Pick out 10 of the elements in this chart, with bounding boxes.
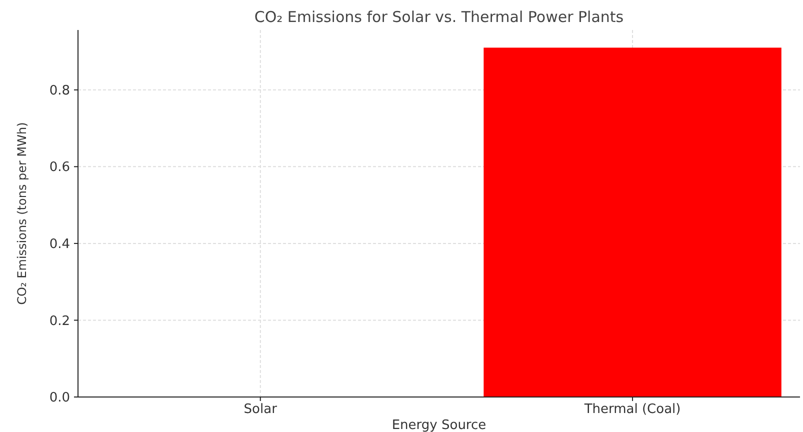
y-tick-label: 0.4 (49, 236, 70, 252)
x-tick-label: Thermal (Coal) (583, 402, 681, 417)
y-tick-label: 0.8 (49, 83, 70, 98)
x-axis-title: Energy Source (392, 418, 486, 432)
y-tick-label: 0.0 (49, 390, 70, 406)
x-tick-label: Solar (244, 402, 278, 417)
y-tick-label: 0.2 (49, 314, 70, 329)
y-axis-title: CO₂ Emissions (tons per MWh) (15, 122, 29, 305)
y-tick-label: 0.6 (49, 160, 70, 176)
chart-title: CO₂ Emissions for Solar vs. Thermal Power Plants (254, 8, 624, 26)
